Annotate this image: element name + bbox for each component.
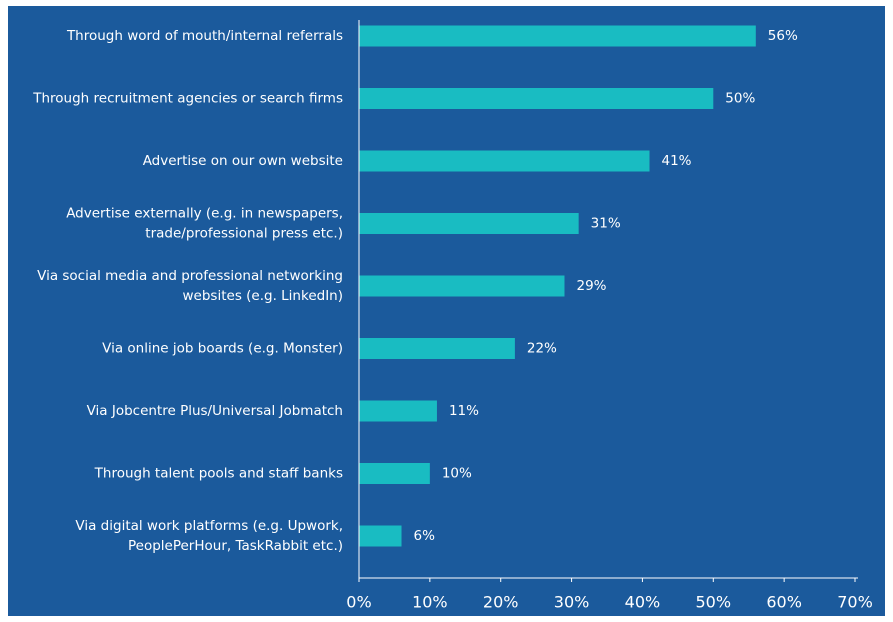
value-label: 11% <box>449 403 479 419</box>
category-label: websites (e.g. LinkedIn) <box>183 288 343 304</box>
value-label: 56% <box>768 28 798 44</box>
category-label: Via online job boards (e.g. Monster) <box>102 341 343 357</box>
value-label: 29% <box>576 278 606 294</box>
category-label: PeoplePerHour, TaskRabbit etc.) <box>128 538 343 554</box>
value-label: 31% <box>591 216 621 232</box>
value-label: 6% <box>414 528 436 544</box>
bar <box>359 338 515 359</box>
category-label: Through recruitment agencies or search f… <box>32 91 343 107</box>
category-label: Through talent pools and staff banks <box>94 466 343 482</box>
category-label: Via digital work platforms (e.g. Upwork, <box>75 518 343 534</box>
x-tick-label: 70% <box>837 593 873 612</box>
x-tick-label: 30% <box>554 593 590 612</box>
bar <box>359 463 430 484</box>
bar <box>359 88 714 109</box>
x-tick-label: 20% <box>483 593 519 612</box>
category-label: Advertise on our own website <box>143 153 343 169</box>
x-tick-label: 40% <box>625 593 661 612</box>
x-tick-label: 50% <box>696 593 732 612</box>
bar <box>359 525 402 547</box>
value-label: 41% <box>662 153 692 169</box>
category-label: Through word of mouth/internal referrals <box>66 28 343 44</box>
x-tick-label: 60% <box>766 593 802 612</box>
category-label: Via social media and professional networ… <box>37 268 343 284</box>
category-label: Advertise externally (e.g. in newspapers… <box>66 206 343 222</box>
value-label: 50% <box>725 91 755 107</box>
value-label: 10% <box>442 466 472 482</box>
x-tick-label: 0% <box>346 593 371 612</box>
category-label: Via Jobcentre Plus/Universal Jobmatch <box>87 403 343 419</box>
bar <box>359 150 650 172</box>
category-label: trade/professional press etc.) <box>145 226 343 242</box>
value-label: 22% <box>527 341 557 357</box>
x-tick-label: 10% <box>412 593 448 612</box>
bar <box>359 400 437 422</box>
bar <box>359 275 565 297</box>
bar <box>359 25 756 47</box>
bar <box>359 213 579 234</box>
